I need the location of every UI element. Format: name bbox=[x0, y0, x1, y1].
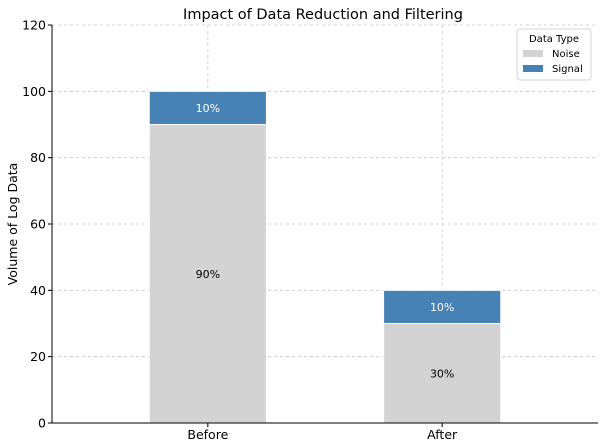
bar-signal-before bbox=[148, 90, 267, 126]
y-tick-label: 100 bbox=[22, 84, 46, 99]
data-label-signal-after: 10% bbox=[430, 301, 454, 314]
x-tick-label: Before bbox=[187, 427, 228, 442]
data-label-noise-after: 30% bbox=[430, 367, 454, 380]
legend-title: Data Type bbox=[529, 34, 579, 45]
legend-label-noise: Noise bbox=[552, 49, 580, 60]
y-tick-label: 0 bbox=[38, 416, 46, 431]
legend: Data Type Noise Signal bbox=[516, 28, 592, 81]
y-tick-label: 40 bbox=[30, 283, 46, 298]
y-tick-label: 60 bbox=[30, 217, 46, 232]
y-tick-label: 80 bbox=[30, 150, 46, 165]
axes: 0 20 40 60 80 100 120 Before After bbox=[22, 18, 598, 442]
y-tick-label: 20 bbox=[30, 349, 46, 364]
grid bbox=[52, 24, 598, 424]
data-labels: 90% 30% 10% 10% bbox=[196, 102, 455, 380]
bar-noise-after bbox=[383, 323, 502, 424]
bar-signal-after bbox=[383, 289, 502, 325]
y-axis-title: Volume of Log Data bbox=[5, 163, 20, 286]
legend-swatch-noise bbox=[523, 50, 543, 57]
bars bbox=[148, 90, 502, 424]
legend-swatch-signal bbox=[523, 65, 543, 72]
bar-noise-before bbox=[148, 124, 267, 424]
chart-title: Impact of Data Reduction and Filtering bbox=[183, 7, 463, 23]
x-tick-label: After bbox=[427, 427, 458, 442]
data-label-noise-before: 90% bbox=[196, 268, 220, 281]
y-tick-label: 120 bbox=[22, 18, 46, 33]
legend-label-signal: Signal bbox=[552, 64, 583, 75]
data-label-signal-before: 10% bbox=[196, 102, 220, 115]
